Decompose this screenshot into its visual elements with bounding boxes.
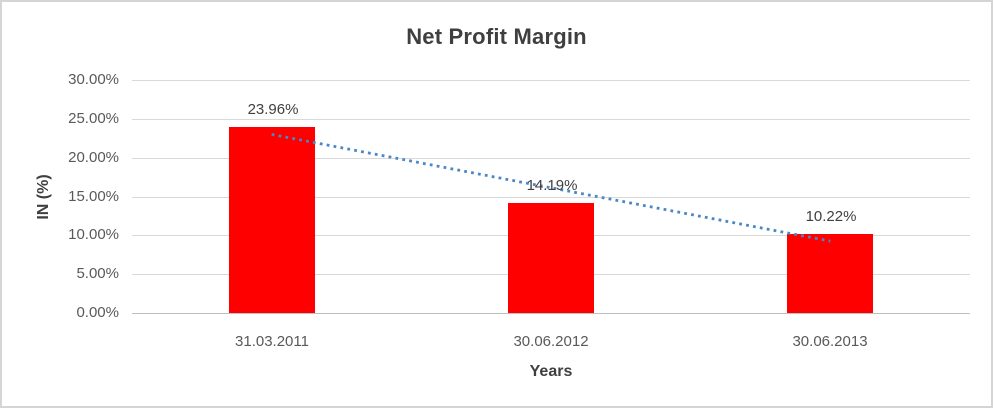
x-axis-title: Years: [529, 363, 573, 380]
x-tick-label: 30.06.2012: [513, 333, 589, 350]
bar-data-label: 10.22%: [805, 208, 857, 225]
bar-data-label: 23.96%: [247, 101, 299, 118]
y-tick-label: 30.00%: [68, 71, 119, 88]
chart-title: Net Profit Margin: [406, 24, 587, 49]
y-tick-label: 25.00%: [68, 109, 119, 127]
y-tick-label: 15.00%: [68, 187, 119, 205]
gridline: [132, 119, 970, 120]
x-axis-line: [132, 313, 970, 314]
y-tick-label: 20.00%: [68, 148, 119, 166]
bar: [229, 127, 315, 313]
bar-data-label: 14.19%: [526, 177, 578, 194]
y-tick-label: 5.00%: [76, 265, 119, 283]
gridline: [132, 197, 970, 198]
bar: [787, 234, 873, 313]
plot-area: [132, 80, 970, 314]
y-tick-label: 10.00%: [68, 226, 119, 244]
x-tick-label: 30.06.2013: [792, 333, 868, 350]
bar: [508, 203, 594, 313]
x-tick-label: 31.03.2011: [235, 333, 309, 350]
gridline: [132, 158, 970, 159]
y-tick-label: 0.00%: [76, 304, 119, 321]
gridline: [132, 80, 970, 81]
